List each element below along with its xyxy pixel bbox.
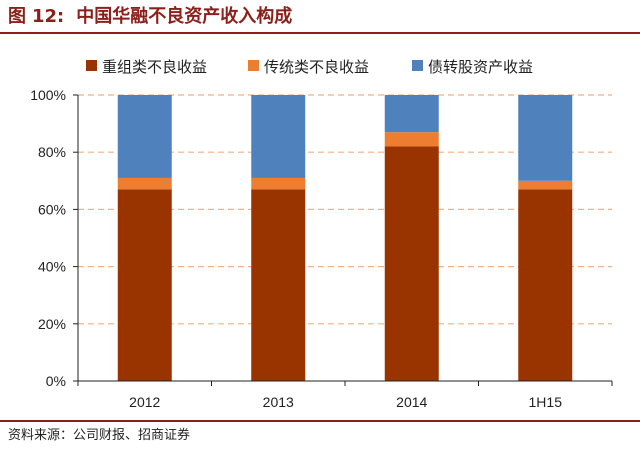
legend-swatch	[412, 60, 423, 71]
figure-label: 图	[8, 6, 26, 27]
bar-segment	[251, 177, 306, 190]
bar-segment	[518, 180, 573, 190]
legend-item: 传统类不良收益	[248, 58, 369, 76]
x-tick-label: 2013	[263, 394, 294, 410]
bar-segment	[384, 146, 439, 381]
legend-label: 重组类不良收益	[102, 58, 207, 76]
bar-segment	[117, 189, 172, 381]
x-axis: 2012 2013 2014 1H15	[77, 380, 613, 410]
bar-segment	[251, 95, 306, 178]
legend-label: 传统类不良收益	[264, 58, 369, 76]
y-tick-label: 60%	[38, 201, 66, 217]
x-tick-label: 2014	[396, 394, 427, 410]
y-tick-label: 40%	[38, 259, 66, 275]
bar-segment	[251, 189, 306, 381]
legend-item: 重组类不良收益	[86, 58, 207, 76]
y-tick-label: 20%	[38, 316, 66, 332]
y-tick-label: 0%	[46, 373, 66, 389]
legend-item: 债转股资产收益	[412, 58, 533, 76]
bars	[117, 95, 573, 381]
stacked-bar-chart: 重组类不良收益 传统类不良收益 债转股资产收益 0% 20% 40% 60% 80% 100%…	[30, 58, 613, 410]
bar-segment	[518, 95, 573, 181]
legend-swatch	[248, 60, 259, 71]
legend-label: 债转股资产收益	[428, 58, 533, 76]
bar-segment	[117, 177, 172, 190]
bar-segment	[384, 95, 439, 133]
chart-legend: 重组类不良收益 传统类不良收益 债转股资产收益	[86, 58, 533, 76]
figure-number: 12:	[32, 6, 65, 27]
bar-segment	[384, 132, 439, 147]
source-divider	[0, 420, 640, 422]
figure-title: 图 12: 中国华融不良资产收入构成	[8, 4, 632, 30]
y-tick-label: 80%	[38, 144, 66, 160]
source-note: 资料来源：公司财报、招商证券	[8, 428, 191, 443]
title-divider	[0, 32, 640, 34]
legend-swatch	[86, 60, 97, 71]
y-axis: 0% 20% 40% 60% 80% 100%	[30, 87, 79, 389]
figure-title-text: 中国华融不良资产收入构成	[76, 6, 293, 27]
x-tick-label: 2012	[129, 394, 160, 410]
bar-segment	[518, 189, 573, 381]
y-tick-label: 100%	[30, 87, 66, 103]
bar-segment	[117, 95, 172, 178]
x-tick-label: 1H15	[529, 394, 563, 410]
